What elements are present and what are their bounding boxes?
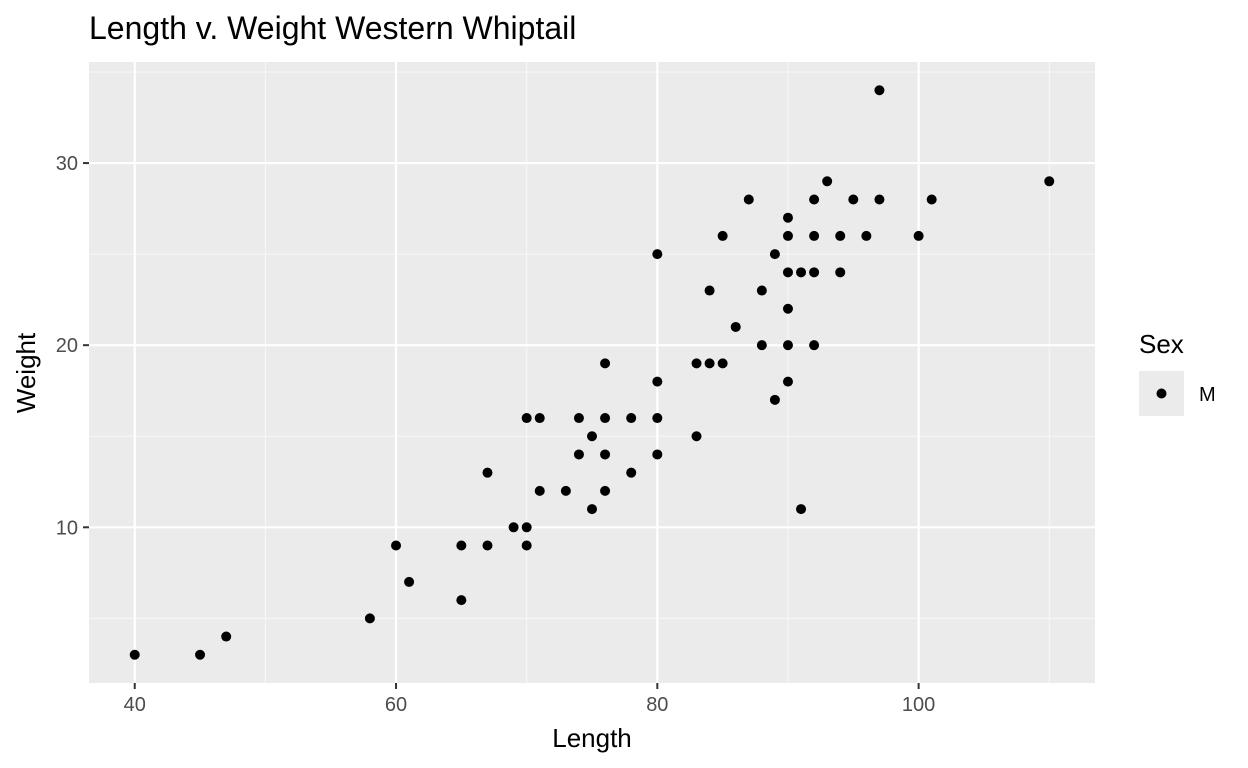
data-point (534, 413, 545, 424)
data-point (587, 431, 597, 442)
data-point (456, 595, 467, 606)
data-points (129, 85, 1055, 660)
data-point (691, 431, 702, 442)
x-tick-label: 40 (124, 694, 146, 716)
data-point (743, 194, 754, 205)
x-axis-title: Length (552, 723, 632, 753)
data-point (195, 649, 206, 660)
data-point (573, 449, 584, 460)
data-point (835, 267, 846, 278)
data-point (600, 358, 611, 369)
x-tick-label: 80 (646, 694, 668, 716)
data-point (482, 540, 493, 551)
data-point (756, 340, 767, 351)
data-point (652, 413, 663, 424)
data-point (521, 540, 532, 551)
data-point (848, 194, 859, 205)
data-point (782, 303, 793, 314)
major-grid (89, 62, 1095, 683)
data-point (822, 176, 833, 187)
data-point (626, 467, 637, 478)
data-point (926, 194, 937, 205)
data-point (809, 230, 820, 241)
data-point (704, 285, 715, 296)
data-point (482, 467, 493, 478)
legend-key-point (1156, 388, 1167, 399)
data-point (600, 485, 611, 496)
y-axis-title: Weight (11, 332, 41, 413)
y-tick-label: 30 (56, 153, 78, 175)
data-point (652, 376, 663, 387)
x-axis: 40 60 80 100 (124, 683, 935, 716)
data-point (861, 230, 872, 241)
data-point (769, 249, 780, 260)
data-point (809, 340, 820, 351)
legend-title: Sex (1139, 329, 1184, 359)
data-point (587, 504, 597, 515)
data-point (508, 522, 519, 533)
data-point (809, 267, 820, 278)
data-point (874, 194, 885, 205)
data-point (600, 449, 611, 460)
data-point (809, 194, 820, 205)
data-point (652, 249, 663, 260)
chart-title: Length v. Weight Western Whiptail (89, 10, 576, 46)
data-point (652, 449, 663, 460)
data-point (782, 376, 793, 387)
data-point (691, 358, 702, 369)
data-point (521, 413, 532, 424)
data-point (534, 485, 545, 496)
data-point (782, 230, 793, 241)
data-point (704, 358, 715, 369)
x-tick-label: 100 (902, 694, 935, 716)
data-point (835, 230, 846, 241)
y-tick-label: 20 (56, 335, 78, 357)
data-point (560, 485, 571, 496)
data-point (874, 85, 885, 96)
data-point (221, 631, 232, 642)
data-point (600, 413, 611, 424)
y-tick-label: 10 (56, 517, 78, 539)
data-point (717, 358, 728, 369)
data-point (1044, 176, 1055, 187)
legend-label-m: M (1199, 384, 1216, 406)
data-point (456, 540, 467, 551)
y-axis: 10 20 30 (56, 153, 89, 539)
x-tick-label: 60 (385, 694, 407, 716)
data-point (913, 230, 924, 241)
plot-panel (89, 62, 1095, 683)
data-point (730, 321, 741, 332)
data-point (391, 540, 402, 551)
data-point (626, 413, 637, 424)
data-point (782, 267, 793, 278)
data-point (364, 613, 375, 624)
data-point (717, 230, 728, 241)
data-point (404, 576, 415, 587)
data-point (521, 522, 532, 533)
data-point (573, 413, 584, 424)
data-point (782, 212, 793, 223)
data-point (782, 340, 793, 351)
data-point (796, 267, 807, 278)
data-point (756, 285, 767, 296)
data-point (796, 504, 807, 515)
data-point (129, 649, 140, 660)
legend: Sex M (1139, 329, 1216, 416)
data-point (769, 394, 780, 405)
